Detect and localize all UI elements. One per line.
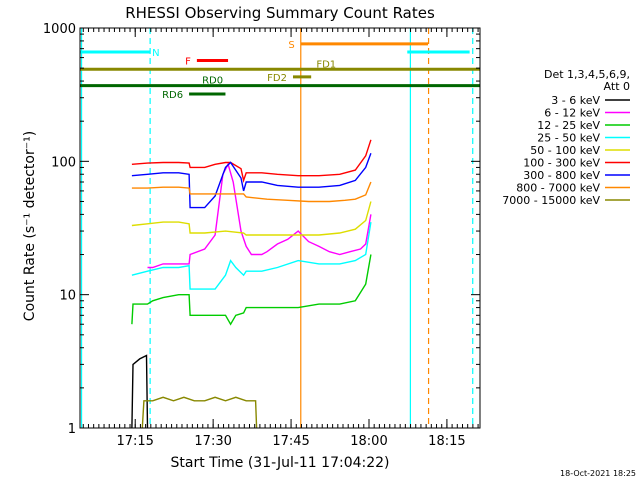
series-line-4: [131, 201, 372, 236]
legend-label: 300 - 800 keV: [523, 169, 600, 182]
x-axis-label: Start Time (31-Jul-11 17:04:22): [170, 455, 389, 471]
series-line-1: [147, 162, 372, 269]
flag-label-rd0: RD0: [202, 76, 223, 87]
y-axis-label: Count Rate (s⁻¹ detector⁻¹): [22, 131, 38, 321]
legend-label: 25 - 50 keV: [537, 132, 600, 145]
legend-label: 12 - 25 keV: [537, 119, 600, 132]
y-tick-label: 1000: [43, 22, 76, 37]
series-line-0: [131, 354, 149, 429]
series-line-2: [131, 254, 372, 326]
chart-title: RHESSI Observing Summary Count Rates: [125, 4, 435, 22]
x-tick-label: 17:15: [116, 434, 153, 449]
legend-label: 100 - 300 keV: [523, 157, 600, 170]
legend-label: 50 - 100 keV: [530, 144, 600, 157]
flag-label-n: N: [152, 48, 159, 59]
flag-label-f: F: [185, 57, 191, 68]
y-tick-label: 100: [51, 155, 76, 170]
x-tick-label: 17:30: [194, 434, 231, 449]
legend-label: 800 - 7000 keV: [516, 182, 600, 195]
flag-label-fd1: FD1: [316, 59, 336, 70]
legend-title: Att 0: [604, 80, 630, 93]
x-tick-label: 18:00: [350, 434, 387, 449]
legend-label: 7000 - 15000 keV: [502, 194, 600, 207]
series-line-8: [141, 396, 258, 429]
plot-area: N S F FD1 FD2 RD0 RD6 1 10 100 1000 17:15 17:30 17:45…: [43, 22, 481, 449]
legend-label: 3 - 6 keV: [551, 94, 600, 107]
series-line-7: [131, 181, 372, 203]
flag-label-s: S: [288, 40, 294, 51]
y-tick-label: 1: [68, 422, 76, 437]
series-line-3: [131, 221, 372, 290]
series-line-6: [131, 152, 372, 209]
series-line-5: [131, 139, 372, 183]
y-tick-label: 10: [59, 289, 76, 304]
flag-label-fd2: FD2: [267, 73, 287, 84]
legend-label: 6 - 12 keV: [544, 107, 600, 120]
flag-label-rd6: RD6: [162, 90, 183, 101]
footer-timestamp: 18-Oct-2021 18:25: [560, 469, 636, 478]
x-tick-label: 18:15: [428, 434, 465, 449]
x-tick-label: 17:45: [272, 434, 309, 449]
plot-frame: [79, 27, 481, 429]
legend-title: Det 1,3,4,5,6,9,: [544, 68, 630, 81]
